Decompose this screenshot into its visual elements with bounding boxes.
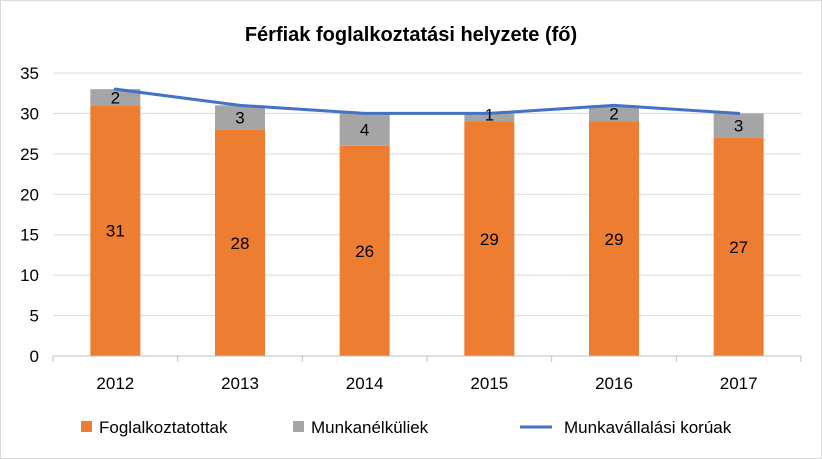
bar-unemployed xyxy=(589,105,639,122)
data-labels: 31 28 26 29 29 27 2 3 4 1 2 3 xyxy=(106,88,748,261)
bar-unemployed xyxy=(713,113,764,138)
legend-label: Munkavállalási korúak xyxy=(564,418,732,437)
data-label: 28 xyxy=(231,234,250,253)
x-tick-label: 2013 xyxy=(221,374,259,393)
x-tick-label: 2012 xyxy=(96,374,134,393)
bar-employed xyxy=(90,105,141,356)
data-label: 2 xyxy=(609,104,618,123)
line-point xyxy=(737,111,741,115)
bars xyxy=(90,89,764,356)
x-tick-label: 2017 xyxy=(720,374,758,393)
y-tick-label: 15 xyxy=(20,226,39,245)
line-point xyxy=(238,103,242,107)
bar-employed xyxy=(215,129,265,356)
x-tick-label: 2015 xyxy=(470,374,508,393)
legend-swatch xyxy=(293,421,304,432)
bar-unemployed xyxy=(464,113,515,122)
bar-unemployed xyxy=(215,105,265,130)
chart-title: Férfiak foglalkoztatási helyzete (fő) xyxy=(245,24,577,46)
y-tick-label: 25 xyxy=(20,145,39,164)
legend-swatch xyxy=(81,421,92,432)
bar-employed xyxy=(339,145,390,356)
x-tick-label: 2016 xyxy=(595,374,633,393)
bar-employed xyxy=(589,121,639,356)
y-tick-label: 10 xyxy=(20,266,39,285)
data-label: 27 xyxy=(729,238,748,257)
bar-unemployed xyxy=(90,89,141,106)
line-point xyxy=(363,111,367,115)
data-label: 29 xyxy=(605,230,624,249)
x-tick-label: 2014 xyxy=(346,374,384,393)
line-point xyxy=(487,111,491,115)
y-tick-label: 0 xyxy=(30,347,39,366)
y-tick-label: 5 xyxy=(30,307,39,326)
bar-employed xyxy=(464,121,515,356)
bar-employed xyxy=(713,137,764,356)
line-point xyxy=(113,87,117,91)
bar-unemployed xyxy=(339,113,390,146)
line-point xyxy=(612,103,616,107)
series-line-working-age xyxy=(113,87,741,115)
data-label: 1 xyxy=(485,106,494,125)
data-label: 26 xyxy=(355,242,374,261)
data-label: 3 xyxy=(734,117,743,136)
data-label: 4 xyxy=(360,121,369,140)
legend: Foglalkoztatottak Munkanélküliek Munkaváll… xyxy=(81,418,732,437)
data-label: 2 xyxy=(111,88,120,107)
y-tick-label: 35 xyxy=(20,64,39,83)
legend-label: Munkanélküliek xyxy=(311,418,429,437)
data-label: 29 xyxy=(480,230,499,249)
line-series xyxy=(113,87,741,115)
y-tick-label: 20 xyxy=(20,185,39,204)
data-label: 31 xyxy=(106,222,125,241)
legend-label: Foglalkoztatottak xyxy=(99,418,228,437)
axes: 0 5 10 15 20 25 30 35 2012 2013 2014 2015 2016 2017 xyxy=(20,64,802,393)
y-tick-label: 30 xyxy=(20,104,39,123)
data-label: 3 xyxy=(235,108,244,127)
